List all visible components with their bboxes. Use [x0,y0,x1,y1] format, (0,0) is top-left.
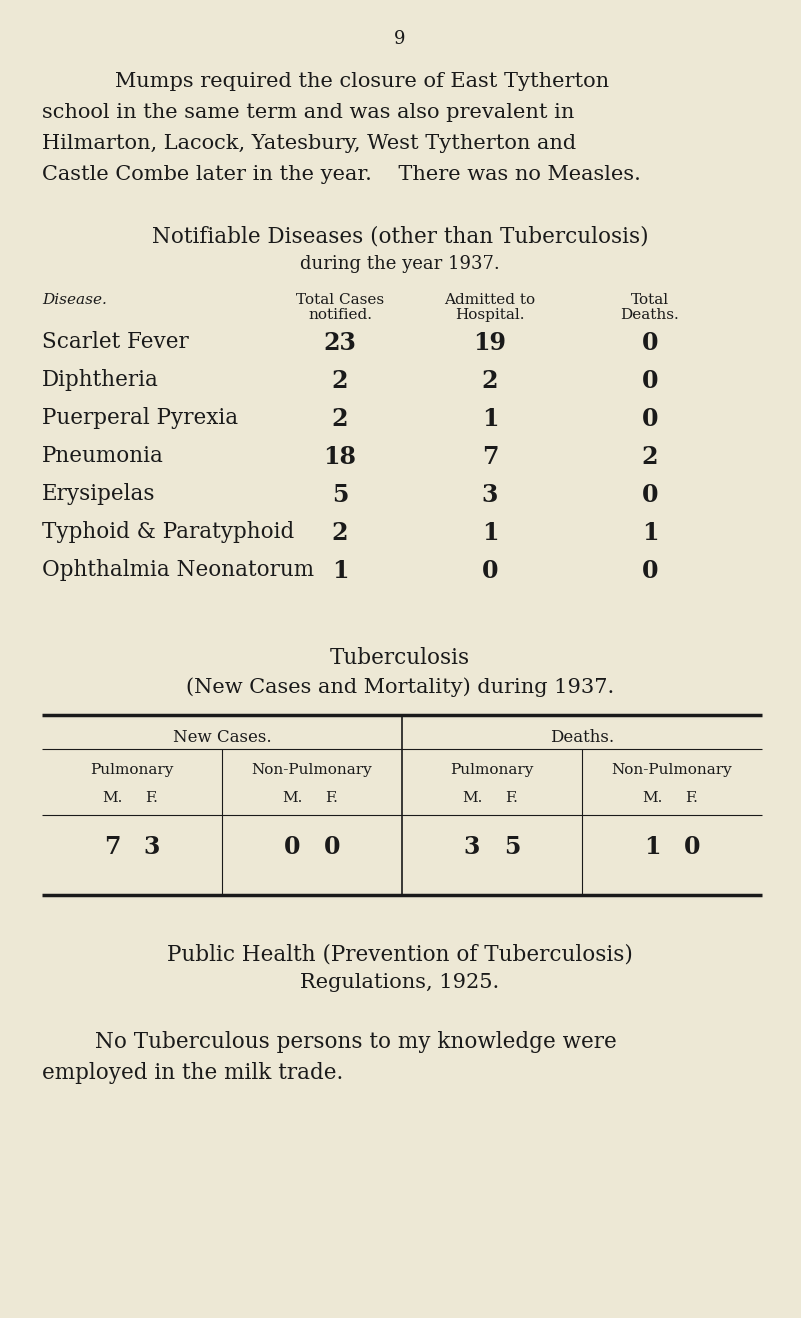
Text: employed in the milk trade.: employed in the milk trade. [42,1062,344,1083]
Text: Deaths.: Deaths. [550,729,614,746]
Text: 3: 3 [144,836,160,859]
Text: Pulmonary: Pulmonary [91,763,174,778]
Text: F.: F. [325,791,339,805]
Text: Non-Pulmonary: Non-Pulmonary [252,763,372,778]
Text: New Cases.: New Cases. [173,729,272,746]
Text: Ophthalmia Neonatorum: Ophthalmia Neonatorum [42,559,314,581]
Text: 0: 0 [481,559,498,583]
Text: school in the same term and was also prevalent in: school in the same term and was also pre… [42,103,574,123]
Text: Diphtheria: Diphtheria [42,369,159,391]
Text: Regulations, 1925.: Regulations, 1925. [300,973,500,992]
Text: 1: 1 [332,559,348,583]
Text: 2: 2 [332,369,348,393]
Text: Total: Total [631,293,669,307]
Text: Disease.: Disease. [42,293,107,307]
Text: Puerperal Pyrexia: Puerperal Pyrexia [42,407,238,428]
Text: during the year 1937.: during the year 1937. [300,254,500,273]
Text: Castle Combe later in the year.    There was no Measles.: Castle Combe later in the year. There wa… [42,165,641,185]
Text: 0: 0 [324,836,340,859]
Text: 2: 2 [332,407,348,431]
Text: M.: M. [462,791,482,805]
Text: 0: 0 [684,836,700,859]
Text: Total Cases: Total Cases [296,293,384,307]
Text: 19: 19 [473,331,506,355]
Text: 7: 7 [104,836,120,859]
Text: 18: 18 [324,445,356,469]
Text: 1: 1 [644,836,660,859]
Text: 1: 1 [481,521,498,546]
Text: Public Health (Prevention of Tuberculosis): Public Health (Prevention of Tuberculosi… [167,942,633,965]
Text: 1: 1 [481,407,498,431]
Text: Tuberculosis: Tuberculosis [330,647,470,670]
Text: M.: M. [282,791,302,805]
Text: 23: 23 [324,331,356,355]
Text: 0: 0 [642,407,658,431]
Text: 3: 3 [464,836,480,859]
Text: 3: 3 [482,482,498,507]
Text: 7: 7 [481,445,498,469]
Text: Deaths.: Deaths. [621,308,679,322]
Text: Notifiable Diseases (other than Tuberculosis): Notifiable Diseases (other than Tubercul… [151,225,648,246]
Text: Hilmarton, Lacock, Yatesbury, West Tytherton and: Hilmarton, Lacock, Yatesbury, West Tythe… [42,134,576,153]
Text: Erysipelas: Erysipelas [42,482,155,505]
Text: 0: 0 [642,369,658,393]
Text: 9: 9 [394,30,406,47]
Text: notified.: notified. [308,308,372,322]
Text: Pneumonia: Pneumonia [42,445,164,467]
Text: Mumps required the closure of East Tytherton: Mumps required the closure of East Tythe… [115,72,609,91]
Text: 0: 0 [642,331,658,355]
Text: Scarlet Fever: Scarlet Fever [42,331,189,353]
Text: 0: 0 [284,836,300,859]
Text: Hospital.: Hospital. [455,308,525,322]
Text: No Tuberculous persons to my knowledge were: No Tuberculous persons to my knowledge w… [95,1031,617,1053]
Text: (New Cases and Mortality) during 1937.: (New Cases and Mortality) during 1937. [186,677,614,697]
Text: Non-Pulmonary: Non-Pulmonary [612,763,732,778]
Text: Admitted to: Admitted to [445,293,536,307]
Text: M.: M. [642,791,662,805]
Text: 2: 2 [642,445,658,469]
Text: 2: 2 [481,369,498,393]
Text: Typhoid & Paratyphoid: Typhoid & Paratyphoid [42,521,294,543]
Text: F.: F. [686,791,698,805]
Text: Pulmonary: Pulmonary [450,763,533,778]
Text: 1: 1 [642,521,658,546]
Text: M.: M. [102,791,123,805]
Text: 0: 0 [642,559,658,583]
Text: 5: 5 [332,482,348,507]
Text: 2: 2 [332,521,348,546]
Text: 0: 0 [642,482,658,507]
Text: F.: F. [146,791,159,805]
Text: 5: 5 [504,836,520,859]
Text: F.: F. [505,791,518,805]
